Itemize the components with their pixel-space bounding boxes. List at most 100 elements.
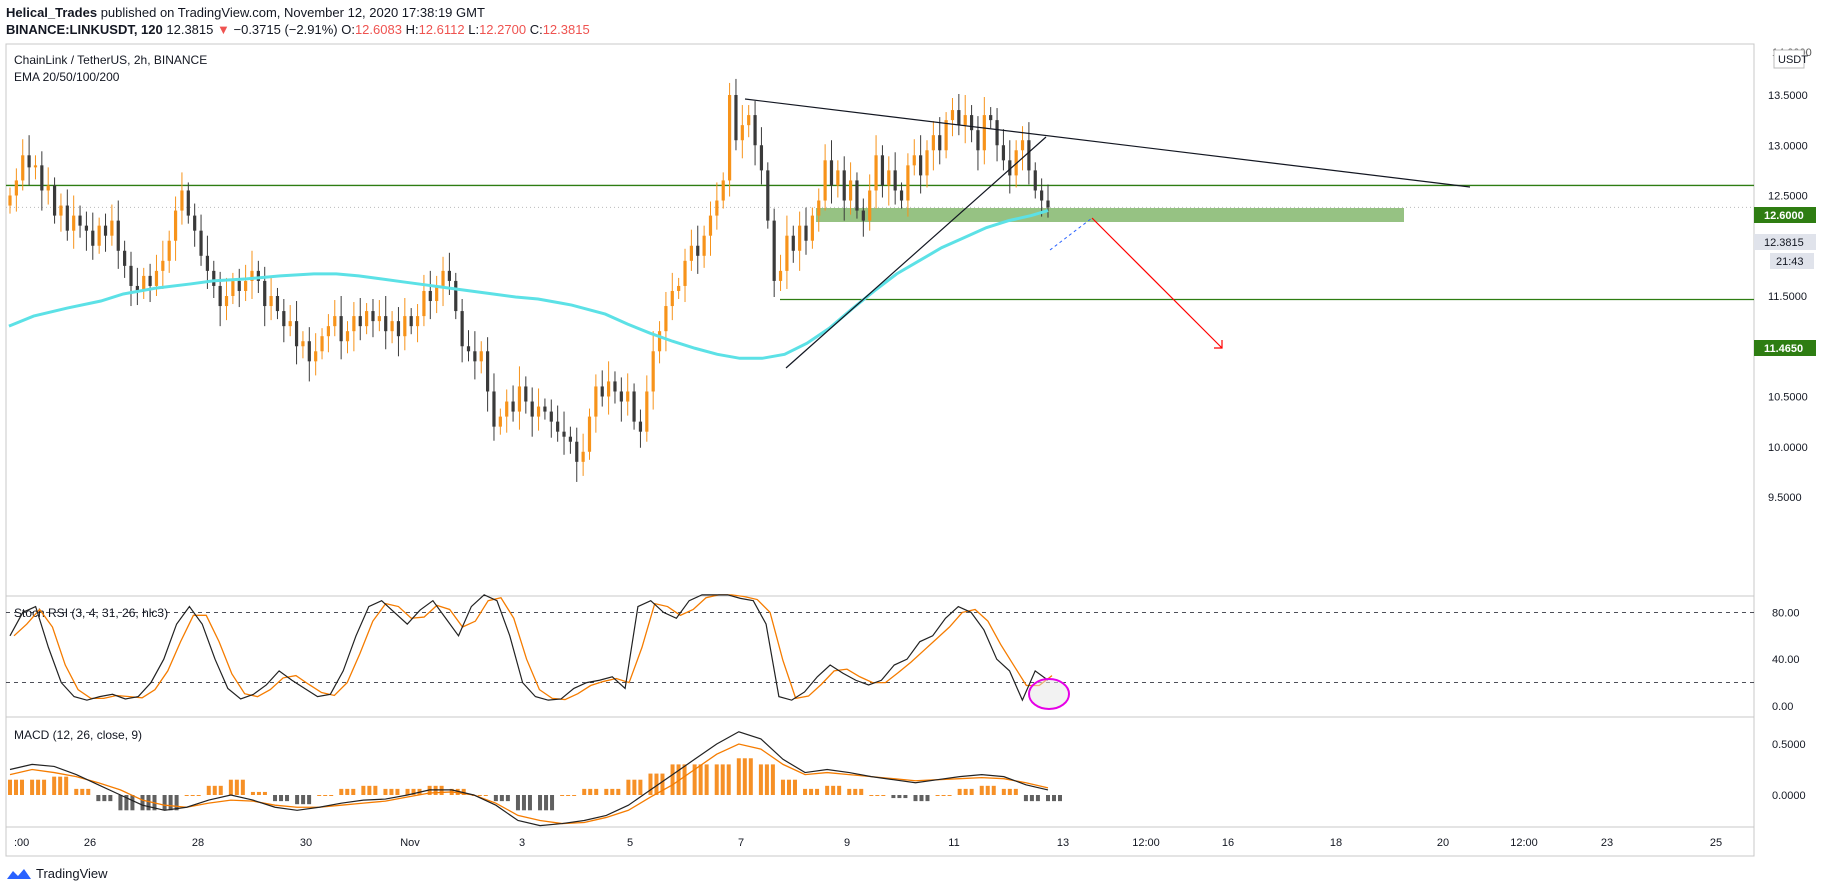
candle-body	[938, 135, 942, 151]
macd-hist-bar	[544, 795, 549, 811]
macd-hist-bar	[30, 779, 35, 795]
candle-body	[950, 110, 955, 121]
candle-body	[511, 401, 515, 412]
candle-body	[294, 321, 299, 347]
candle-body	[403, 316, 407, 337]
candle-body	[702, 235, 706, 256]
macd-hist-bar	[1046, 795, 1050, 802]
candle-body	[568, 436, 572, 442]
candle-body	[142, 275, 146, 291]
macd-hist-bar	[692, 764, 697, 795]
macd-hist-bar	[373, 785, 378, 795]
macd-hist-bar	[515, 795, 520, 811]
low-label: L:	[468, 22, 480, 37]
macd-hist-bar	[505, 795, 510, 802]
candle-body	[314, 351, 318, 362]
candle-body	[473, 351, 477, 362]
macd-hist-bar	[742, 758, 747, 795]
change-arrow-icon: ▼	[217, 22, 230, 37]
last-price: 12.3815	[166, 22, 214, 37]
macd-hist-bar	[919, 795, 924, 802]
macd-hist-bar	[228, 779, 233, 795]
time-tick-label: 25	[1710, 837, 1722, 849]
macd-hist-bar	[58, 776, 63, 795]
resistance-zone[interactable]	[6, 184, 1754, 301]
candle-body	[244, 280, 248, 291]
candle-body	[607, 381, 611, 397]
candle-body	[479, 351, 483, 362]
macd-hist-bar	[351, 788, 356, 795]
macd-hist-bar	[521, 795, 526, 811]
macd-hist-bar	[736, 758, 741, 795]
macd-axis-ticks: 0.5000 0.0000	[1772, 739, 1806, 802]
currency-badge[interactable]	[1773, 49, 1805, 69]
chart-header: Helical_Trades published on TradingView.…	[6, 4, 590, 38]
macd-hist-bar	[361, 785, 366, 795]
macd-hist-bar	[130, 795, 135, 811]
time-tick-label: 12:00	[1510, 837, 1538, 849]
candle-body	[288, 321, 292, 327]
macd-hist-bar	[86, 788, 91, 795]
candle-body	[199, 230, 203, 256]
macd-hist-bar	[875, 795, 880, 796]
macd-hist-bar	[102, 795, 107, 802]
macd-hist-bar	[140, 795, 145, 811]
time-tick-label: 18	[1330, 837, 1342, 849]
macd-hist-bar	[1001, 788, 1006, 795]
candle-body	[1033, 170, 1037, 191]
candlestick-series	[8, 78, 1050, 482]
macd-hist-bar	[831, 785, 836, 795]
candle-body	[441, 270, 445, 286]
candle-body	[632, 391, 636, 422]
price-tick-label: 13.5000	[1768, 90, 1808, 102]
time-axis-ticks: :00 26 28 30 Nov 3 5 7 9 11 13 12:00 16 18 20 12:00 23 25	[14, 837, 1722, 849]
trend-drawings[interactable]	[744, 98, 1471, 369]
macd-hist-bar	[64, 776, 69, 795]
candle-body	[906, 165, 910, 201]
candle-body	[556, 421, 560, 432]
chart-frame	[5, 43, 1755, 857]
publish-info: published on TradingView.com, November 1…	[100, 5, 485, 20]
candle-body	[683, 260, 687, 286]
macd-hist-bar	[720, 764, 725, 795]
candle-body	[887, 170, 891, 186]
candle-body	[524, 386, 528, 402]
candle-body	[505, 401, 509, 417]
candle-body	[1046, 200, 1050, 208]
candle-body	[785, 235, 789, 271]
candle-body	[944, 120, 948, 151]
price-change: −0.3715 (−2.91%)	[233, 22, 338, 37]
macd-hist-bar	[676, 764, 681, 795]
footer-brand[interactable]: TradingView	[6, 866, 108, 881]
macd-hist-bar	[991, 785, 996, 795]
candle-body	[893, 170, 897, 191]
macd-line	[9, 731, 1049, 827]
author-name[interactable]: Helical_Trades	[6, 5, 98, 20]
macd-hist-bar	[405, 788, 410, 795]
candle-body	[715, 200, 719, 216]
candle-body	[817, 200, 821, 216]
ema-path	[8, 209, 1049, 360]
candle-body	[740, 125, 744, 141]
resistance-price-text: 12.6000	[1764, 210, 1804, 222]
candle-body	[753, 115, 757, 146]
macd-hist-bar	[566, 795, 571, 796]
candle-body	[454, 280, 458, 312]
countdown-text: 21:43	[1776, 256, 1804, 268]
stoch-tick-label: 40.00	[1772, 654, 1800, 666]
macd-hist-bar	[770, 764, 775, 795]
target-price-tag	[1754, 340, 1816, 356]
candle-body	[976, 130, 980, 151]
stoch-legend: Stoch RSI (3, 4, 31, 26, hlc3)	[14, 606, 168, 620]
candle-body	[657, 331, 662, 352]
candle-body	[575, 441, 579, 462]
price-tick-label: 11.5000	[1768, 291, 1807, 303]
candle-body	[435, 285, 439, 302]
candle-body	[307, 341, 311, 362]
open-value: 12.6083	[354, 22, 402, 37]
target-arrow-head	[1214, 340, 1223, 349]
time-tick-label: 16	[1222, 837, 1234, 849]
candle-body	[919, 155, 923, 176]
macd-hist-bar	[273, 795, 278, 802]
